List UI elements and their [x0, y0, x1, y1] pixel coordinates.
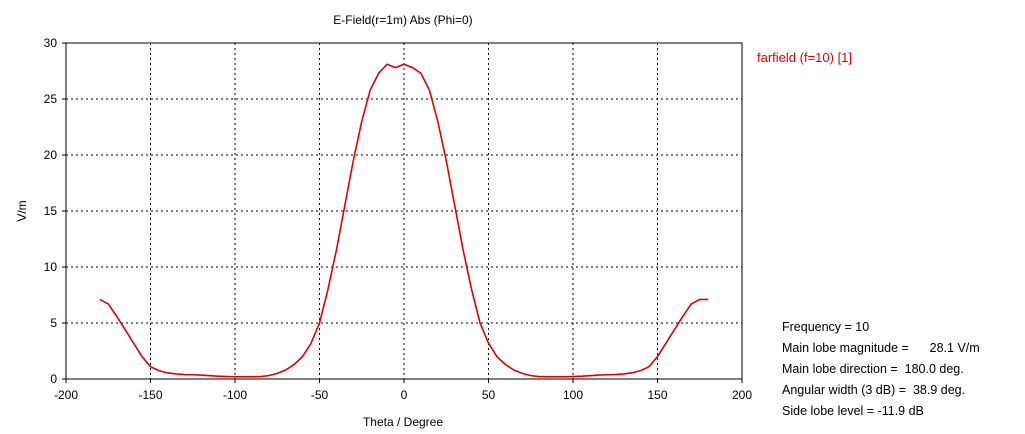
- x-tick-label: 150: [647, 388, 667, 402]
- x-axis-label: Theta / Degree: [363, 415, 443, 429]
- y-tick-label: 30: [44, 36, 58, 50]
- y-tick-label: 20: [44, 148, 58, 162]
- grid-layer: [66, 43, 742, 379]
- series-line-farfield: [99, 63, 709, 378]
- x-tick-label: -200: [54, 388, 78, 402]
- y-tick-label: 15: [44, 204, 58, 218]
- x-tick-label: 0: [401, 388, 408, 402]
- x-tick-label: -50: [311, 388, 329, 402]
- y-tick-label: 25: [44, 92, 58, 106]
- farfield-info-panel: Frequency = 10 Main lobe magnitude = 28.1…: [782, 320, 980, 418]
- y-tick-labels: 0 5 10 15 20 25 30: [44, 36, 66, 386]
- info-line: Main lobe magnitude = 28.1 V/m: [782, 341, 980, 355]
- x-tick-label: -100: [223, 388, 247, 402]
- y-tick-label: 5: [50, 316, 57, 330]
- info-line: Frequency = 10: [782, 320, 869, 334]
- chart-title: E-Field(r=1m) Abs (Phi=0): [333, 13, 472, 27]
- x-tick-label: 200: [732, 388, 752, 402]
- x-tick-labels: -200 -150 -100 -50 0 50 100 150 200: [54, 379, 752, 402]
- info-line: Main lobe direction = 180.0 deg.: [782, 362, 964, 376]
- x-tick-label: 50: [482, 388, 496, 402]
- x-tick-label: 100: [563, 388, 583, 402]
- info-line: Angular width (3 dB) = 38.9 deg.: [782, 383, 965, 397]
- legend-entry-farfield: farfield (f=10) [1]: [757, 50, 852, 65]
- x-tick-label: -150: [138, 388, 162, 402]
- info-line: Side lobe level = -11.9 dB: [782, 404, 924, 418]
- y-axis-label: V/m: [15, 200, 29, 221]
- y-tick-label: 10: [44, 260, 58, 274]
- y-tick-label: 0: [50, 372, 57, 386]
